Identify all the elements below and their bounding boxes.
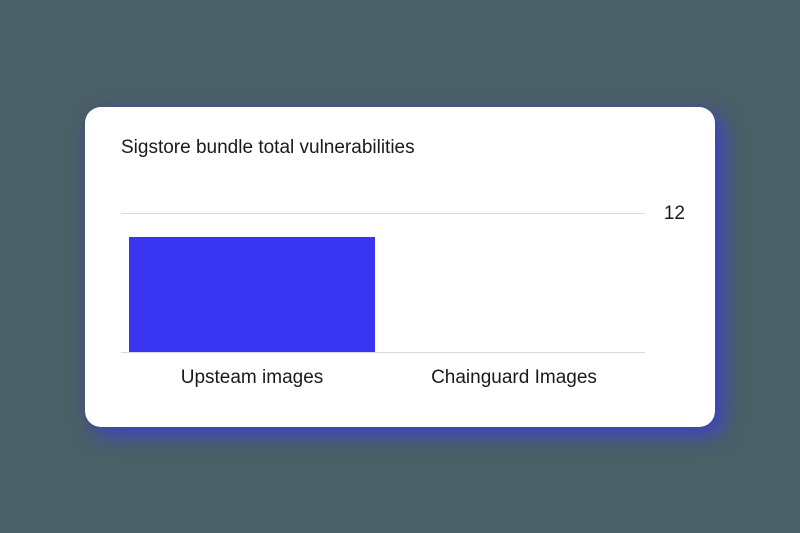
bar-upstream-images	[129, 237, 375, 351]
chart-card: Sigstore bundle total vulnerabilities 12…	[85, 107, 715, 427]
x-axis-labels: Upsteam images Chainguard Images	[121, 367, 645, 389]
ymax-row: 12	[121, 203, 685, 225]
x-label-0: Upsteam images	[121, 367, 383, 389]
y-axis-max-label: 12	[661, 203, 685, 225]
chart-title: Sigstore bundle total vulnerabilities	[121, 137, 685, 159]
plot-area	[121, 225, 645, 353]
x-label-1: Chainguard Images	[383, 367, 645, 389]
bar-slot-0	[121, 225, 383, 352]
gridline-top	[121, 213, 645, 214]
bar-slot-1	[383, 225, 645, 352]
chart-wrapper: 12 Upsteam images Chainguard Images	[121, 203, 685, 389]
